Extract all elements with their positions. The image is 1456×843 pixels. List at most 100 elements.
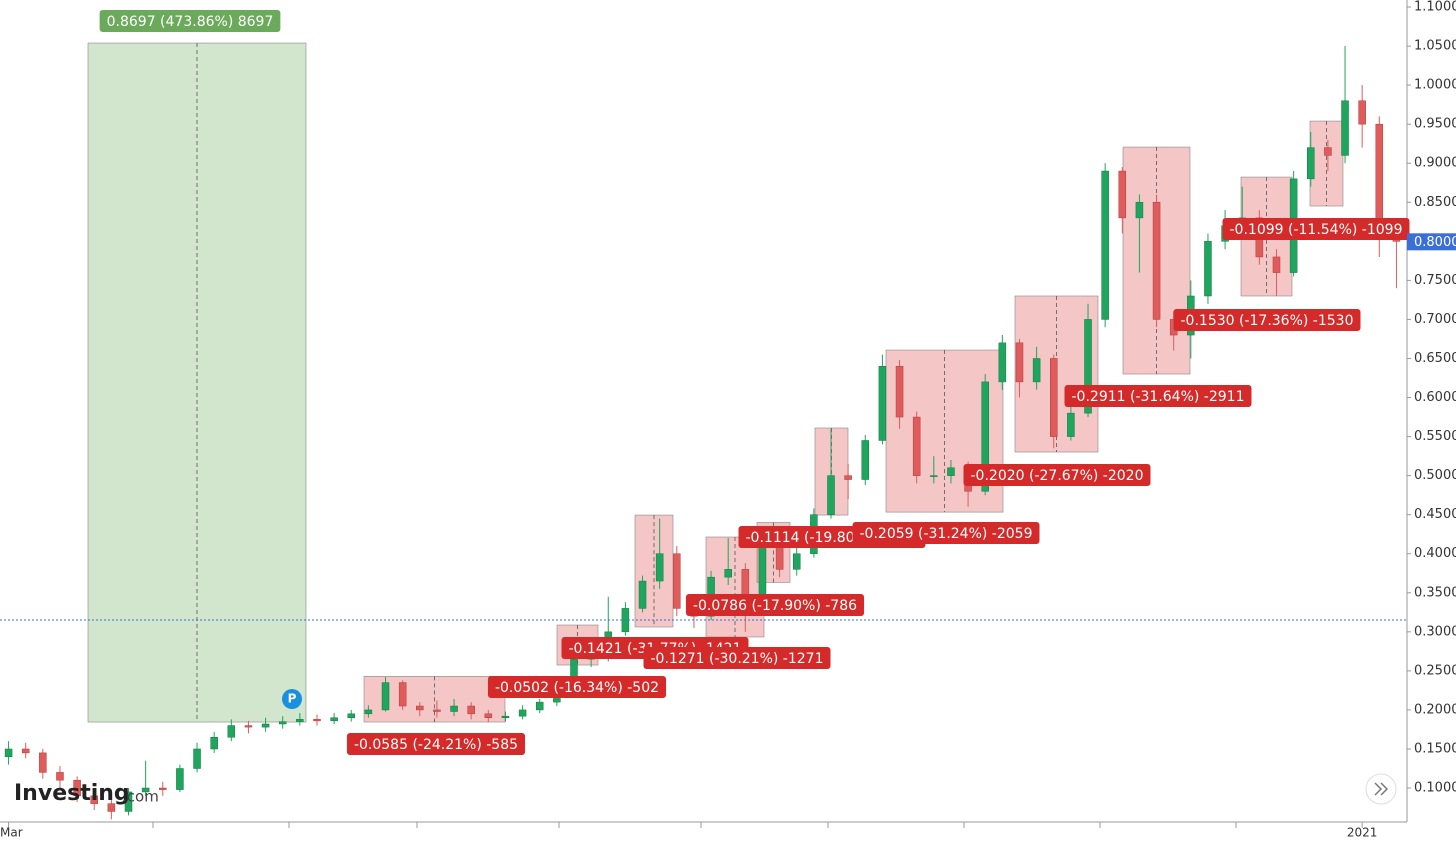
candle-body — [278, 721, 287, 725]
candle-body — [844, 475, 852, 480]
y-tick-label: 1.1000 — [1414, 0, 1456, 15]
candle-body — [347, 713, 355, 718]
candle-body — [998, 342, 1007, 383]
measure-label: -0.0585 (-24.21%) -585 — [354, 737, 518, 753]
logo-suffix: .com — [122, 788, 159, 806]
last-price-label: 0.8000 — [1414, 235, 1456, 250]
candle-body — [1324, 147, 1332, 156]
measure-label-bg — [346, 733, 526, 755]
measure-label: -0.1530 (-17.36%) -1530 — [1181, 313, 1354, 329]
candle-body — [861, 440, 870, 480]
measure-label-bg — [1173, 309, 1361, 331]
candle-body — [330, 717, 338, 722]
candle-body — [1135, 202, 1144, 219]
measure-label-bg — [685, 594, 865, 616]
candle-body — [381, 682, 390, 711]
y-tick-label: 0.9000 — [1414, 156, 1456, 171]
candle-body — [433, 709, 441, 712]
candle-body — [1272, 256, 1281, 273]
y-tick-label: 0.1000 — [1414, 781, 1456, 796]
candle-body — [416, 705, 424, 711]
candle-body — [912, 416, 921, 476]
candle-body — [261, 723, 270, 728]
candle-body — [792, 553, 801, 570]
candle-body — [364, 709, 373, 715]
measure-label-bg — [487, 676, 667, 698]
candle-body — [827, 475, 835, 515]
candle-body — [227, 725, 236, 738]
candle-body — [450, 705, 458, 712]
candle-body — [313, 719, 321, 722]
candle-body — [947, 467, 955, 476]
candle-body — [981, 381, 989, 492]
measure-label-bg — [643, 647, 831, 669]
logo: Investing .com — [14, 781, 159, 806]
candle-body — [1101, 170, 1109, 320]
y-tick-label: 0.1500 — [1414, 741, 1456, 756]
candle-body — [1341, 100, 1349, 156]
measure-label: -0.2059 (-31.24%) -2059 — [860, 526, 1033, 542]
x-tick-label: Mar — [0, 826, 23, 840]
measure-label-bg — [1222, 218, 1410, 240]
measure-label-bg — [1064, 385, 1252, 407]
x-tick-label: 2021 — [1347, 826, 1378, 840]
candle-body — [73, 779, 81, 797]
candle-body — [21, 748, 30, 754]
y-tick-label: 0.5500 — [1414, 429, 1456, 444]
y-tick-label: 0.6500 — [1414, 351, 1456, 366]
measure-label: -0.2020 (-27.67%) -2020 — [971, 468, 1144, 484]
measure-label: 0.8697 (473.86%) 8697 — [107, 14, 274, 30]
y-tick-label: 0.4000 — [1414, 546, 1456, 561]
y-tick-label: 0.7500 — [1414, 273, 1456, 288]
candle-body — [1204, 241, 1212, 297]
candle-body — [484, 713, 493, 718]
measure-label-bg — [99, 10, 281, 32]
measure-label: -0.0502 (-16.34%) -502 — [495, 680, 659, 696]
candle-body — [673, 553, 681, 609]
y-tick-label: 0.4500 — [1414, 507, 1456, 522]
candle-body — [1067, 412, 1075, 437]
y-tick-label: 0.9500 — [1414, 117, 1456, 132]
candle-body — [1050, 358, 1058, 437]
candle-body — [107, 803, 116, 812]
candle-body — [930, 475, 938, 477]
candle-body — [878, 366, 887, 441]
candle-body — [210, 737, 218, 750]
candle-body — [1015, 342, 1024, 383]
candle-body — [1084, 319, 1092, 414]
event-marker — [282, 689, 302, 709]
measure-label: -0.1099 (-11.54%) -1099 — [1230, 222, 1403, 238]
candle-body — [56, 772, 64, 781]
candle-body — [724, 569, 732, 578]
y-tick-label: 0.3500 — [1414, 585, 1456, 600]
candle-body — [398, 682, 407, 707]
measure-label-bg — [852, 522, 1040, 544]
y-tick-label: 1.0500 — [1414, 39, 1456, 54]
candle-body — [638, 580, 647, 609]
y-tick-label: 0.3000 — [1414, 624, 1456, 639]
last-price-bg — [1407, 233, 1456, 251]
y-tick-label: 0.7000 — [1414, 312, 1456, 327]
event-marker-label: P — [288, 692, 297, 706]
candle-body — [467, 705, 475, 715]
candle-body — [39, 752, 47, 773]
candle-body — [141, 787, 150, 793]
y-tick-label: 1.0000 — [1414, 78, 1456, 93]
candle-body — [895, 366, 904, 418]
candle-body — [4, 748, 13, 758]
scroll-icon[interactable] — [1374, 782, 1389, 796]
month-ticks — [152, 822, 1237, 828]
y-tick-label: 0.6000 — [1414, 390, 1456, 405]
annotation-labels: 0.8697 (473.86%) 8697 -0.0585 (-24.21%) -… — [99, 10, 1410, 755]
candle-body — [159, 787, 167, 790]
y-tick-label: 0.5000 — [1414, 468, 1456, 483]
scroll-button[interactable] — [1365, 773, 1397, 805]
candle-body — [1375, 123, 1384, 226]
candle-body — [1307, 147, 1315, 180]
measure-label-bg — [963, 464, 1151, 486]
candle-body — [176, 768, 184, 790]
candle-body — [124, 791, 133, 812]
y-tick-label: 0.2500 — [1414, 663, 1456, 678]
